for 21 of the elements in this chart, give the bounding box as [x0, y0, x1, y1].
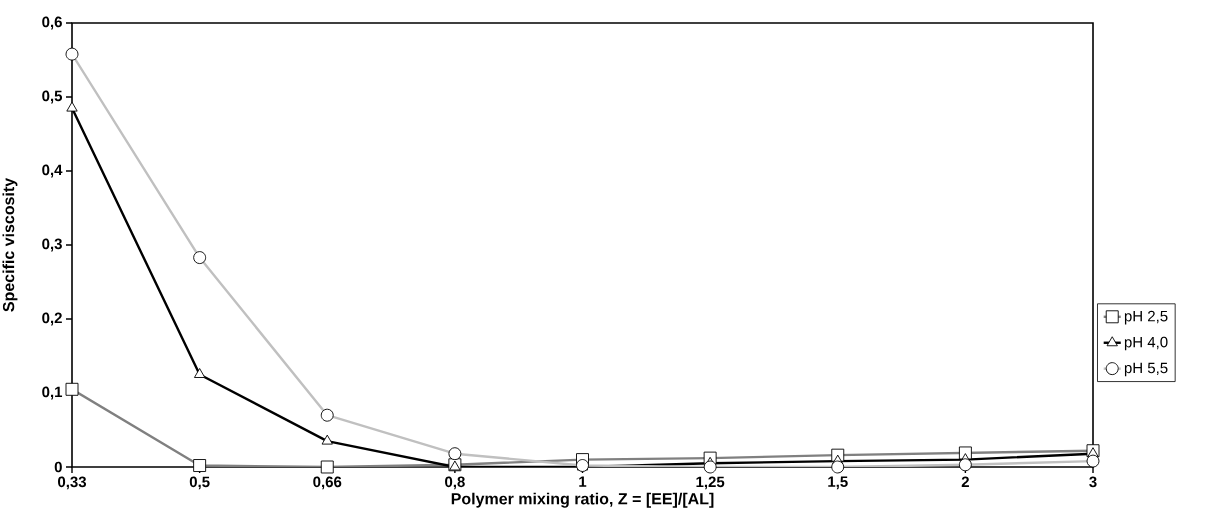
y-tick-label: 0,4: [42, 164, 63, 178]
x-tick-label: 0,5: [189, 476, 210, 490]
y-axis-title: Specific viscosity: [2, 177, 18, 312]
y-tick-label: 0: [54, 461, 62, 473]
x-tick-label: 1: [579, 476, 587, 487]
x-tick-label: 1,25: [696, 476, 725, 490]
x-tick-label: 3: [1089, 476, 1097, 488]
y-tick-label: 0,2: [42, 312, 62, 326]
x-tick-label: 0,33: [58, 476, 87, 490]
x-tick-label: 2: [961, 476, 969, 488]
y-tick-label: 0,3: [42, 238, 62, 252]
x-tick-label: 1,5: [828, 476, 848, 490]
legend-label: pH 5,5: [1124, 362, 1168, 377]
y-tick-label: 0,5: [42, 90, 63, 104]
x-tick-label: 0,66: [313, 476, 342, 490]
legend-label: pH 4,0: [1124, 336, 1168, 351]
x-tick-label: 0,8: [445, 476, 465, 490]
y-tick-label: 0,6: [42, 16, 62, 30]
legend-label: pH 2,5: [1124, 310, 1168, 325]
x-axis-title: Polymer mixing ratio, Z = [EE]/[AL]: [451, 492, 714, 508]
y-tick-label: 0,1: [42, 386, 63, 400]
